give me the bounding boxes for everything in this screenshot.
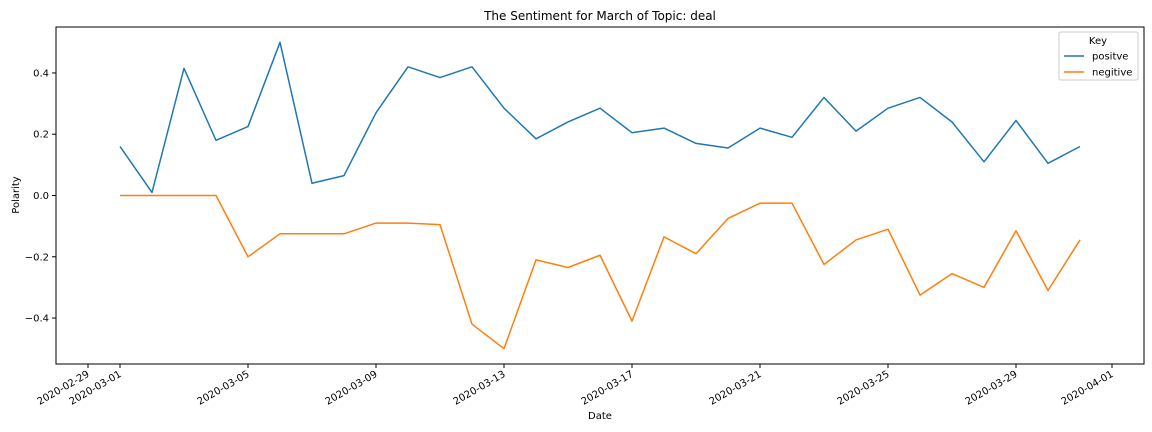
data-point [599, 107, 602, 110]
data-point [887, 228, 890, 231]
x-tick-label: 2020-03-09 [324, 369, 380, 408]
data-point [599, 254, 602, 257]
data-point [631, 320, 634, 323]
data-point [279, 41, 282, 44]
data-point [471, 323, 474, 326]
data-point [343, 232, 346, 235]
data-point [887, 107, 890, 110]
data-point [1079, 145, 1082, 148]
x-axis-label: Date [588, 411, 612, 422]
chart-title: The Sentiment for March of Topic: deal [483, 9, 716, 23]
data-point [151, 191, 154, 194]
data-point [119, 145, 122, 148]
y-tick-label: −0.2 [25, 252, 49, 263]
data-point [951, 120, 954, 123]
data-point [727, 147, 730, 150]
x-tick-label: 2020-03-29 [964, 369, 1020, 408]
series-layer [119, 41, 1082, 350]
series-line-positve [119, 41, 1081, 194]
data-point [1079, 238, 1082, 241]
legend-label-positve: positve [1092, 52, 1128, 63]
data-point [407, 65, 410, 68]
data-point [631, 131, 634, 134]
data-point [311, 232, 314, 235]
data-point [919, 96, 922, 99]
data-point [567, 266, 570, 269]
data-point [343, 174, 346, 177]
data-point [983, 160, 986, 163]
data-point [823, 263, 826, 266]
data-point [695, 252, 698, 255]
data-point [663, 127, 666, 130]
x-tick-label: 2020-03-17 [580, 369, 636, 408]
data-point [855, 238, 858, 241]
data-point [503, 347, 506, 350]
y-tick-label: −0.4 [25, 314, 49, 325]
series-line-negitive [120, 194, 1081, 350]
y-axis: −0.4 −0.2 0.0 0.2 0.4 [25, 68, 56, 325]
data-point [119, 194, 122, 197]
data-point [375, 222, 378, 225]
legend-title: Key [1089, 36, 1107, 47]
data-point [759, 127, 762, 130]
x-tick-label: 2020-03-21 [708, 369, 764, 408]
data-point [951, 272, 954, 275]
data-point [471, 65, 474, 68]
x-tick-label: 2020-03-25 [836, 369, 892, 408]
data-point [1015, 119, 1018, 122]
data-point [535, 137, 538, 140]
legend-box [1058, 31, 1139, 81]
data-point [567, 120, 570, 123]
y-axis-label: Polarity [11, 176, 22, 214]
data-point [439, 223, 442, 226]
data-point [727, 217, 730, 220]
y-tick-label: 0.0 [33, 191, 49, 202]
data-point [407, 222, 410, 225]
y-tick-label: 0.2 [33, 130, 49, 141]
data-point [1015, 229, 1018, 232]
data-point [311, 182, 314, 185]
x-tick-label: 2020-03-13 [452, 369, 508, 408]
data-point [791, 136, 794, 139]
data-point [215, 139, 218, 142]
plot-area [55, 26, 1145, 365]
data-point [855, 130, 858, 133]
x-tick-label: 2020-03-05 [196, 369, 252, 408]
data-point [503, 107, 506, 110]
data-point [375, 111, 378, 114]
data-point [759, 202, 762, 205]
data-point [535, 258, 538, 261]
data-point [791, 202, 794, 205]
data-point [439, 76, 442, 79]
data-point [695, 142, 698, 145]
data-point [279, 232, 282, 235]
legend: Key positve negitive [1058, 31, 1139, 81]
x-tick-label: 2020-04-01 [1060, 369, 1116, 408]
data-point [183, 194, 186, 197]
data-point [215, 194, 218, 197]
data-point [151, 194, 154, 197]
data-point [1047, 289, 1050, 292]
data-point [247, 255, 250, 258]
data-point [663, 235, 666, 238]
data-point [1047, 162, 1050, 165]
legend-label-negitive: negitive [1092, 68, 1132, 79]
data-point [247, 125, 250, 128]
data-point [183, 67, 186, 70]
data-point [983, 286, 986, 289]
data-point [823, 96, 826, 99]
data-point [919, 294, 922, 297]
y-tick-label: 0.4 [33, 68, 49, 79]
